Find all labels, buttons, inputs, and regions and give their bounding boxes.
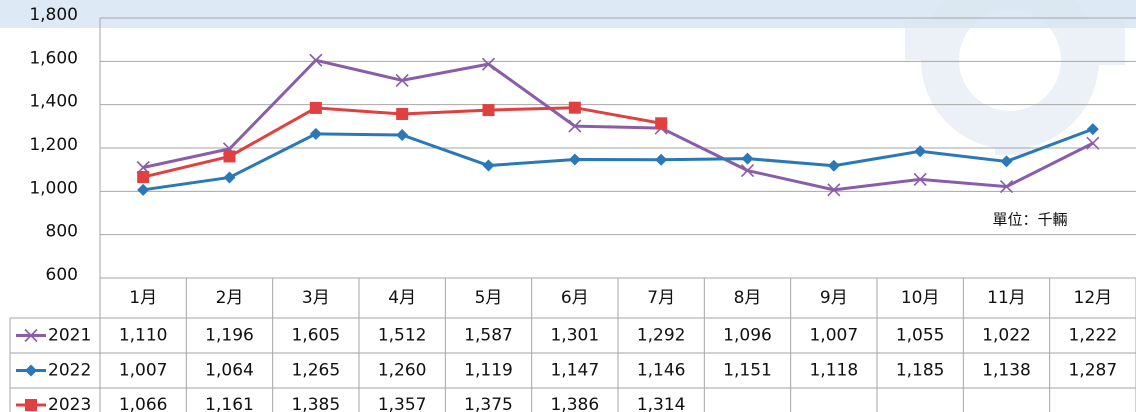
marker <box>223 150 236 163</box>
table-value: 1,118 <box>809 361 858 381</box>
table-value: 1,146 <box>637 361 686 381</box>
marker <box>396 129 409 141</box>
x-tick-label: 10月 <box>901 288 940 308</box>
marker <box>482 159 495 172</box>
x-tick-label: 7月 <box>647 288 675 308</box>
marker <box>1000 155 1013 168</box>
table-value: 1,357 <box>378 395 427 412</box>
table-value: 1,151 <box>723 361 772 381</box>
table-value: 1,161 <box>205 395 254 412</box>
marker <box>655 153 668 166</box>
y-tick-label: 1,600 <box>29 48 78 68</box>
series-line <box>142 58 1094 192</box>
y-tick-label: 600 <box>46 265 78 285</box>
legend-label: 2022 <box>48 361 91 381</box>
marker <box>309 101 322 114</box>
table-value: 1,007 <box>119 361 168 381</box>
legend-marker <box>24 328 38 343</box>
table-value: 1,375 <box>464 395 513 412</box>
table-value: 1,314 <box>637 395 686 412</box>
marker <box>1086 123 1099 136</box>
table-value: 1,386 <box>550 395 599 412</box>
marker <box>655 117 668 130</box>
table-value: 1,512 <box>378 326 427 346</box>
x-tick-label: 11月 <box>987 288 1026 308</box>
marker <box>740 163 755 178</box>
table-value: 1,185 <box>896 361 945 381</box>
table-value: 1,587 <box>464 326 513 346</box>
y-tick-label: 1,000 <box>29 178 78 198</box>
table-value: 1,064 <box>205 361 254 381</box>
table-value: 1,222 <box>1068 326 1117 346</box>
marker <box>395 73 409 87</box>
table-value: 1,022 <box>982 326 1031 346</box>
marker <box>396 107 409 120</box>
x-tick-label: 4月 <box>388 288 416 308</box>
marker <box>482 104 495 117</box>
marker <box>137 171 150 184</box>
marker <box>827 159 840 172</box>
table-value: 1,119 <box>464 361 513 381</box>
marker <box>309 53 323 67</box>
table-value: 1,196 <box>205 326 254 346</box>
marker <box>223 171 236 184</box>
marker <box>137 183 150 196</box>
table-value: 1,147 <box>550 361 599 381</box>
table-value: 1,292 <box>637 326 686 346</box>
x-tick-label: 12月 <box>1074 288 1113 308</box>
marker <box>741 152 754 165</box>
marker <box>827 183 841 197</box>
x-tick-label: 8月 <box>734 288 762 308</box>
table-value: 1,066 <box>119 395 168 412</box>
x-tick-label: 9月 <box>820 288 848 308</box>
marker <box>1086 136 1100 150</box>
table-value: 1,260 <box>378 361 427 381</box>
marker <box>568 153 581 166</box>
y-tick-label: 1,800 <box>29 5 78 25</box>
series-line <box>142 127 1094 192</box>
marker <box>913 172 927 186</box>
legend-marker <box>25 364 37 377</box>
table-value: 1,265 <box>291 361 340 381</box>
marker <box>999 180 1014 194</box>
table-value: 1,007 <box>809 326 858 346</box>
x-tick-label: 5月 <box>475 288 503 308</box>
y-tick-label: 1,400 <box>29 92 78 112</box>
marker <box>309 127 322 140</box>
table-value: 1,096 <box>723 326 772 346</box>
x-tick-label: 2月 <box>216 288 244 308</box>
marker <box>914 145 927 158</box>
table-value: 1,605 <box>291 326 340 346</box>
x-tick-label: 3月 <box>302 288 330 308</box>
table-value: 1,385 <box>291 395 340 412</box>
legend-label: 2021 <box>48 326 91 346</box>
x-tick-label: 6月 <box>561 288 589 308</box>
table-value: 1,287 <box>1068 361 1117 381</box>
table-value: 1,055 <box>896 326 945 346</box>
x-tick-label: 1月 <box>129 288 157 308</box>
table-value: 1,301 <box>550 326 599 346</box>
y-tick-label: 1,200 <box>29 135 78 155</box>
table-value: 1,110 <box>119 326 168 346</box>
unit-annotation: 單位：千輛 <box>992 211 1067 229</box>
legend-label: 2023 <box>48 395 91 412</box>
marker <box>568 101 581 114</box>
legend-marker <box>25 399 37 411</box>
y-tick-label: 800 <box>46 222 78 242</box>
marker <box>481 57 496 71</box>
table-value: 1,138 <box>982 361 1031 381</box>
marker <box>568 119 582 133</box>
